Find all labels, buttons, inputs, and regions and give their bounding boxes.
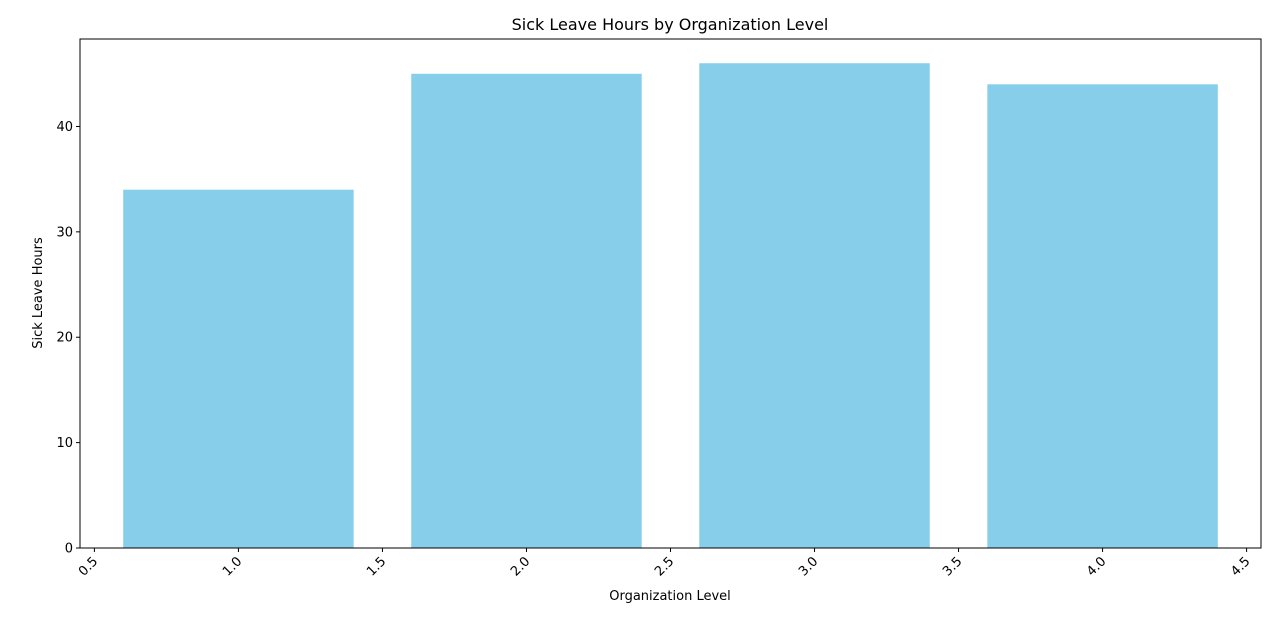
bar-level-1: [123, 189, 354, 548]
y-tick-label: 30: [56, 225, 73, 240]
y-axis-label: Sick Leave Hours: [31, 237, 46, 349]
y-tick-label: 20: [56, 331, 73, 346]
chart-title: Sick Leave Hours by Organization Level: [512, 15, 829, 34]
bar-level-2: [411, 73, 642, 548]
bar-level-4: [987, 84, 1218, 548]
x-tick-label: 2.5: [652, 554, 677, 579]
y-tick-label: 0: [65, 542, 73, 557]
x-axis-ticks: 0.5 1.0 1.5 2.0 2.5 3.0 3.5 4.0 4.5: [76, 548, 1253, 579]
bars-group: [123, 63, 1218, 549]
x-tick-label: 1.5: [364, 554, 389, 579]
plot-area-frame: [79, 38, 1262, 549]
x-axis-label: Organization Level: [609, 589, 731, 604]
x-tick-label: 4.5: [1228, 554, 1253, 579]
x-tick-label: 3.5: [940, 554, 965, 579]
x-tick-label: 3.0: [796, 554, 821, 579]
x-tick-label: 1.0: [220, 554, 245, 579]
x-tick-label: 2.0: [508, 554, 533, 579]
x-tick-label: 0.5: [76, 554, 101, 579]
bar-level-3: [699, 63, 930, 549]
x-tick-label: 4.0: [1084, 554, 1109, 579]
y-tick-label: 40: [56, 120, 73, 135]
y-tick-label: 10: [56, 436, 73, 451]
y-axis-ticks: 0 10 20 30 40: [56, 120, 80, 557]
